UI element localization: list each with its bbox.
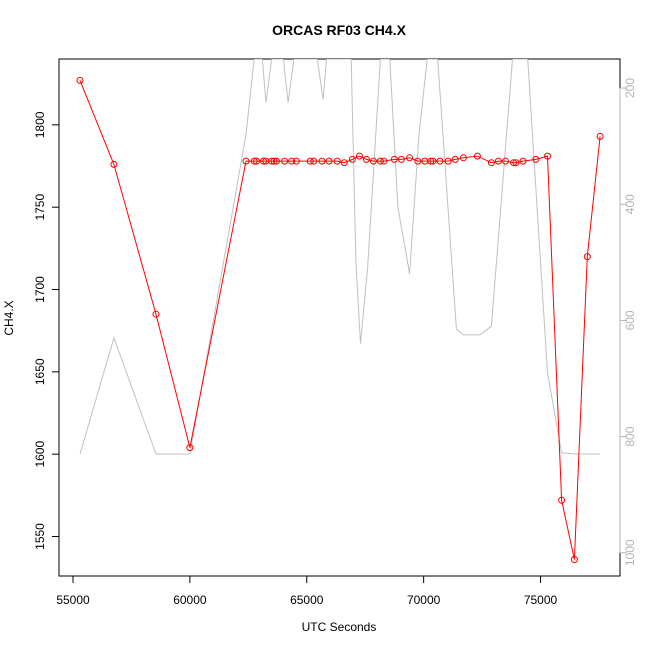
data-point: [340, 159, 348, 167]
x-tick-label: 75000: [524, 593, 558, 607]
data-point: [494, 157, 502, 165]
data-point: [380, 157, 388, 165]
x-tick-label: 70000: [407, 593, 441, 607]
x-tick-label: 60000: [173, 593, 207, 607]
data-point: [487, 159, 495, 167]
left-axis-series-line: [79, 80, 601, 560]
y-tick-label: 1650: [33, 358, 47, 385]
data-point: [110, 160, 118, 168]
y-axis: 1550 1600 1650 1700 1750 1800: [33, 111, 60, 550]
data-point: [570, 556, 578, 563]
data-point: [390, 155, 398, 163]
data-point: [397, 155, 405, 163]
data-point: [270, 157, 278, 165]
data-point: [558, 496, 566, 504]
data-point: [376, 157, 384, 165]
data-point: [318, 157, 326, 165]
data-point: [583, 253, 591, 261]
data-point: [519, 157, 527, 165]
right-axis-series-group: [79, 59, 601, 455]
data-point: [333, 157, 341, 165]
data-point: [406, 154, 414, 162]
data-point: [253, 157, 260, 165]
data-point: [369, 157, 377, 165]
y-axis-label: CH4.X: [2, 300, 16, 335]
x-tick-label: 55000: [56, 593, 90, 607]
y-tick-label: 1600: [33, 441, 47, 468]
left-axis-series-group: [76, 76, 604, 563]
y-tick-label: 1700: [33, 276, 47, 303]
data-point: [429, 157, 437, 165]
data-point: [268, 157, 276, 165]
secondary-series-layer: [79, 59, 601, 455]
data-point: [250, 157, 258, 165]
primary-series-layer: [76, 76, 604, 563]
x-axis-label: UTC Seconds: [302, 620, 377, 634]
data-point: [152, 310, 160, 318]
data-point: [436, 157, 444, 165]
right-y-tick-label: 1000: [623, 539, 637, 566]
right-y-tick-label: 200: [623, 78, 637, 98]
y-tick-label: 1750: [33, 194, 47, 221]
data-point: [242, 157, 250, 165]
data-point: [414, 157, 422, 165]
x-axis: 55000 60000 65000 70000 75000: [56, 575, 558, 607]
data-point: [459, 154, 467, 162]
data-point: [510, 159, 518, 167]
data-point: [451, 155, 459, 163]
y-tick-label: 1800: [33, 111, 47, 138]
data-point: [355, 152, 363, 160]
data-point: [272, 157, 280, 165]
data-point: [512, 159, 520, 167]
right-axis-series-line: [79, 59, 601, 455]
data-point: [76, 76, 84, 84]
x-tick-label: 65000: [290, 593, 324, 607]
right-y-axis: 200 400 600 800 1000: [619, 78, 637, 566]
data-point: [362, 155, 370, 163]
data-point: [596, 132, 604, 140]
data-point: [260, 157, 267, 165]
data-point: [444, 157, 452, 165]
right-y-tick-label: 800: [623, 426, 637, 446]
data-point: [502, 157, 509, 165]
data-point: [310, 157, 318, 165]
data-point: [306, 157, 314, 165]
chart-title: ORCAS RF03 CH4.X: [272, 22, 406, 38]
data-point: [544, 152, 551, 160]
data-point: [281, 157, 289, 165]
y-tick-label: 1550: [33, 523, 47, 550]
data-point: [427, 157, 435, 165]
right-y-tick-label: 400: [623, 194, 637, 214]
data-point: [473, 152, 481, 160]
data-point: [532, 155, 540, 163]
plot-area-frame: [58, 58, 621, 577]
data-point: [288, 157, 296, 165]
right-y-tick-label: 600: [623, 310, 637, 330]
data-point: [292, 157, 300, 165]
data-point: [186, 444, 194, 452]
data-point: [325, 157, 333, 165]
data-point: [348, 155, 356, 163]
